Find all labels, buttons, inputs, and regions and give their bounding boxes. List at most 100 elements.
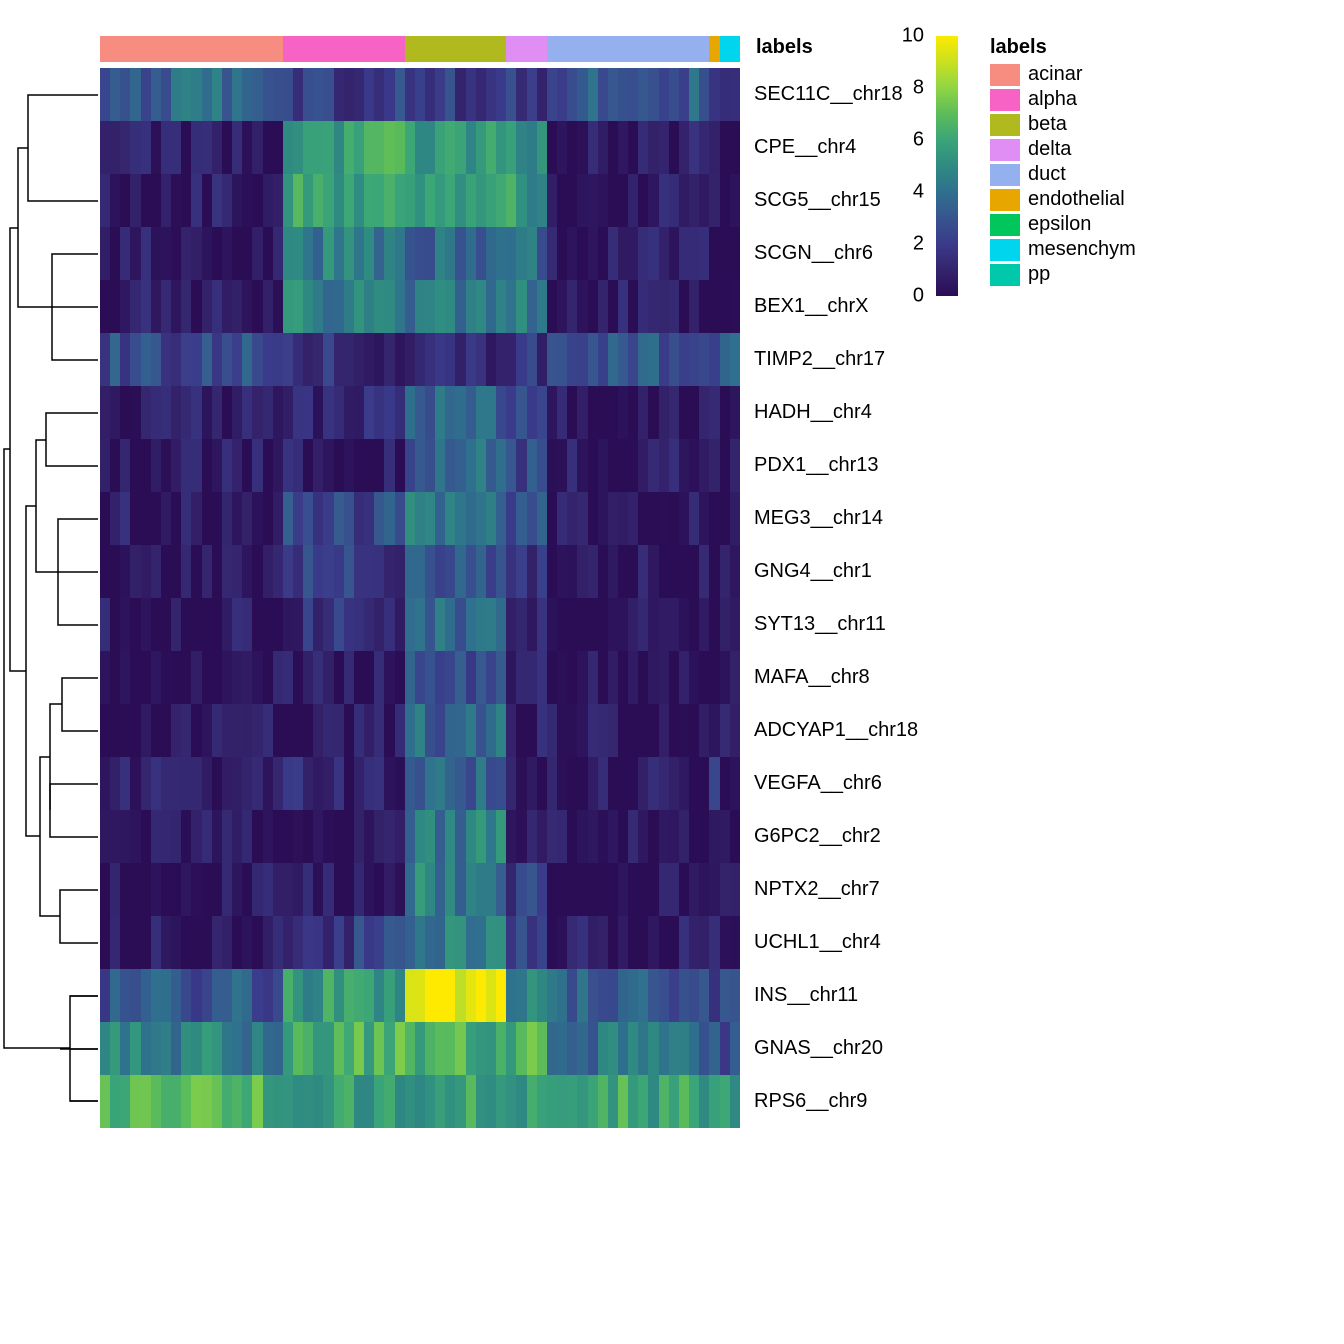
heatmap-cell (161, 598, 171, 651)
heatmap-cell (466, 439, 476, 492)
colorbar-gradient (936, 36, 958, 296)
dendro-branch (18, 148, 28, 307)
heatmap-cell (120, 174, 130, 227)
heatmap-cell (273, 174, 283, 227)
heatmap-cell (141, 68, 151, 121)
heatmap-cell (303, 1022, 313, 1075)
heatmap-cell (466, 651, 476, 704)
heatmap-cell (466, 704, 476, 757)
heatmap-cell (730, 863, 740, 916)
row-label: MEG3__chr14 (744, 492, 954, 545)
heatmap-cell (547, 174, 557, 227)
heatmap-cell (516, 68, 526, 121)
heatmap-cell (476, 333, 486, 386)
heatmap-cell (364, 969, 374, 1022)
heatmap-cell (344, 386, 354, 439)
heatmap-cell (364, 174, 374, 227)
heatmap-cell (242, 227, 252, 280)
heatmap-cell (313, 757, 323, 810)
heatmap-cell (730, 1075, 740, 1128)
heatmap-cell (648, 121, 658, 174)
heatmap-cell (364, 810, 374, 863)
annot-seg-delta (506, 36, 547, 62)
heatmap-cell (303, 1075, 313, 1128)
heatmap-cell (445, 810, 455, 863)
heatmap-cell (659, 863, 669, 916)
heatmap-cell (455, 280, 465, 333)
heatmap-cell (577, 121, 587, 174)
heatmap-cell (588, 121, 598, 174)
heatmap-cell (242, 1075, 252, 1128)
annot-seg-mesenchym (720, 36, 740, 62)
heatmap-cell (618, 863, 628, 916)
heatmap-cell (476, 757, 486, 810)
heatmap-cell (476, 863, 486, 916)
heatmap-cell (130, 704, 140, 757)
heatmap-cell (466, 227, 476, 280)
legend-swatch (990, 189, 1020, 211)
heatmap-cell (689, 598, 699, 651)
heatmap-cell (283, 227, 293, 280)
legend-swatch (990, 214, 1020, 236)
heatmap-cell (303, 386, 313, 439)
heatmap-row (100, 916, 740, 969)
heatmap-cell (130, 333, 140, 386)
heatmap-cell (395, 704, 405, 757)
heatmap-cell (303, 545, 313, 598)
heatmap-cell (486, 386, 496, 439)
heatmap-cell (130, 1022, 140, 1075)
heatmap-cell (222, 121, 232, 174)
heatmap-cell (659, 333, 669, 386)
heatmap-cell (323, 227, 333, 280)
heatmap-cell (334, 969, 344, 1022)
heatmap-cell (455, 651, 465, 704)
heatmap-cell (608, 439, 618, 492)
heatmap-cell (425, 439, 435, 492)
heatmap-cell (689, 545, 699, 598)
heatmap-cell (181, 439, 191, 492)
heatmap-cell (648, 386, 658, 439)
heatmap-cell (405, 492, 415, 545)
heatmap-cell (334, 810, 344, 863)
heatmap-cell (598, 810, 608, 863)
heatmap-cell (557, 916, 567, 969)
legend-swatch (990, 139, 1020, 161)
heatmap-cell (618, 916, 628, 969)
annot-seg-alpha (283, 36, 405, 62)
heatmap-cell (567, 227, 577, 280)
heatmap-cell (283, 704, 293, 757)
heatmap-cell (120, 492, 130, 545)
heatmap-cell (628, 1075, 638, 1128)
heatmap-cell (445, 757, 455, 810)
heatmap-cell (141, 651, 151, 704)
heatmap-cell (699, 810, 709, 863)
heatmap-cell (486, 280, 496, 333)
heatmap-cell (425, 174, 435, 227)
heatmap-cell (181, 969, 191, 1022)
heatmap-cell (730, 174, 740, 227)
heatmap-cell (313, 545, 323, 598)
heatmap-cell (191, 439, 201, 492)
heatmap-cell (232, 810, 242, 863)
heatmap-cell (638, 492, 648, 545)
heatmap-cell (435, 174, 445, 227)
heatmap-cell (405, 651, 415, 704)
heatmap-cell (455, 174, 465, 227)
heatmap-cell (679, 386, 689, 439)
heatmap-cell (720, 121, 730, 174)
heatmap-cell (527, 916, 537, 969)
heatmap-cell (415, 598, 425, 651)
heatmap-cell (648, 492, 658, 545)
heatmap-cell (557, 68, 567, 121)
heatmap-cell (283, 280, 293, 333)
heatmap-cell (303, 439, 313, 492)
heatmap-cell (161, 651, 171, 704)
heatmap-cell (628, 598, 638, 651)
heatmap-cell (181, 810, 191, 863)
row-label: GNG4__chr1 (744, 545, 954, 598)
heatmap-cell (466, 333, 476, 386)
heatmap-cell (222, 492, 232, 545)
heatmap-cell (120, 280, 130, 333)
heatmap-cell (466, 810, 476, 863)
heatmap-cell (445, 863, 455, 916)
